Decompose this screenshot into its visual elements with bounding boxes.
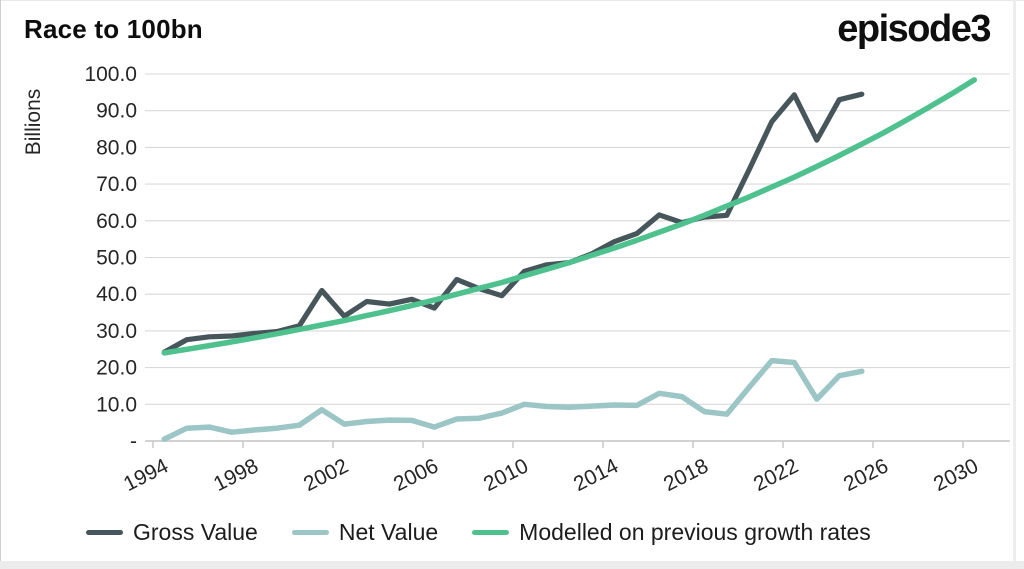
- chart-canvas: 100.0 90.0 80.0 70.0 60.0 50.0 40.0 30.0 20.0 10.…: [22, 63, 1010, 496]
- y-tick-label: 20.0: [96, 357, 137, 380]
- legend-swatch-modelled: [472, 529, 510, 535]
- legend-label: Modelled on previous growth rates: [519, 518, 871, 545]
- series-lines: [161, 77, 978, 442]
- y-tick-label: 50.0: [96, 247, 137, 270]
- x-tick-label: 2006: [390, 454, 442, 496]
- top-edge-line: [0, 0, 1024, 1]
- y-tick-label: 90.0: [96, 100, 137, 123]
- x-tick-label: 2022: [750, 454, 802, 496]
- left-edge-line: [0, 0, 1, 569]
- legend-swatch-net-value: [291, 529, 329, 535]
- legend-item-modelled: Modelled on previous growth rates: [472, 519, 871, 546]
- page-title: Race to 100bn: [24, 14, 203, 44]
- y-axis-title: Billions: [22, 89, 45, 156]
- y-tick-label: 10.0: [96, 393, 137, 416]
- x-tick-label: 1998: [210, 454, 262, 496]
- y-tick-label: 40.0: [96, 283, 137, 306]
- x-tick-label: 1994: [120, 454, 172, 496]
- x-tick-label: 2018: [660, 454, 712, 496]
- y-tick-label: 30.0: [96, 320, 137, 343]
- legend-swatch-gross-value: [86, 529, 123, 535]
- series-line-modelled: [161, 77, 978, 356]
- legend-label: Gross Value: [133, 518, 258, 545]
- y-tick-label: 70.0: [96, 173, 137, 196]
- x-tick-label: 2010: [480, 454, 532, 496]
- x-tick-label: 2014: [570, 454, 622, 496]
- bottom-edge-strip: [0, 561, 1024, 569]
- legend-item-gross-value: Gross Value: [86, 519, 258, 546]
- x-tick-label: 2002: [300, 454, 352, 496]
- series-line-net-value: [161, 357, 865, 442]
- y-axis-labels: 100.0 90.0 80.0 70.0 60.0 50.0 40.0 30.0 20.0 10.…: [84, 63, 137, 453]
- right-edge-strip: [1013, 0, 1016, 569]
- y-tick-label: 80.0: [96, 136, 137, 159]
- chart-legend: Gross Value Net Value Modelled on previous…: [0, 511, 1024, 553]
- y-tick-label: 100.0: [84, 63, 137, 86]
- y-tick-label: 60.0: [96, 210, 137, 233]
- y-tick-label: -: [130, 430, 137, 453]
- x-axis-labels: 1994 1998 2002 2006 2010 2014 2018 2022 2026 2030: [120, 441, 982, 496]
- x-tick-label: 2030: [930, 454, 982, 496]
- legend-item-net-value: Net Value: [291, 518, 439, 546]
- x-tick-label: 2026: [840, 454, 892, 496]
- episode3-logo: episode3: [837, 8, 991, 50]
- legend-label: Net Value: [338, 518, 439, 545]
- series-line-gross-value: [161, 91, 865, 355]
